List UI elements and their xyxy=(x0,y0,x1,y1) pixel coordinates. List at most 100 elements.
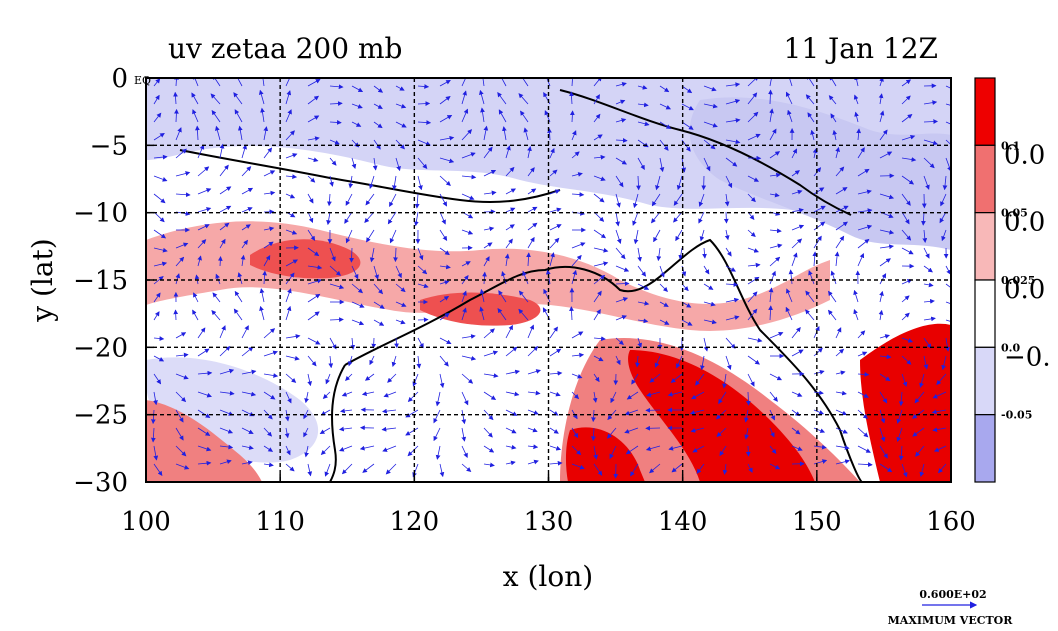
wind-vector xyxy=(919,373,925,388)
wind-vector xyxy=(879,354,892,360)
wind-vector xyxy=(615,355,621,366)
wind-vector xyxy=(307,373,312,387)
wind-vector xyxy=(681,283,689,292)
wind-vector xyxy=(725,265,736,272)
wind-vector xyxy=(483,226,495,232)
wind-vector xyxy=(835,221,848,231)
wind-vector xyxy=(879,129,888,141)
wind-vector xyxy=(769,270,776,285)
wind-vector xyxy=(649,373,661,383)
colorbar-side-label: 0.0 xyxy=(1004,140,1045,170)
wind-vector xyxy=(923,100,938,106)
wind-vector-field xyxy=(150,78,951,479)
wind-vector xyxy=(505,409,518,416)
wind-vector xyxy=(725,118,741,123)
wind-vector xyxy=(193,292,199,303)
wind-vector xyxy=(945,265,951,275)
wind-vector xyxy=(857,427,869,438)
colorbar-level-label: 0.1 xyxy=(1001,139,1020,152)
y-axis-label: y (lat) xyxy=(26,238,59,322)
wind-vector xyxy=(549,224,562,231)
wind-vector xyxy=(365,193,375,206)
wind-vector xyxy=(348,175,354,189)
wind-vector xyxy=(526,252,531,267)
wind-vector xyxy=(241,346,254,357)
wind-vector xyxy=(722,373,727,389)
wind-vector xyxy=(703,139,716,150)
wind-vector xyxy=(571,151,580,159)
wind-vector xyxy=(879,229,895,235)
wind-vector xyxy=(625,445,639,455)
wind-vector xyxy=(417,337,424,349)
wind-vector xyxy=(518,290,529,303)
wind-vector xyxy=(942,175,948,191)
wind-vector xyxy=(211,109,221,123)
wind-vector xyxy=(339,445,353,452)
wind-vector xyxy=(571,269,578,285)
wind-vector xyxy=(901,355,912,365)
wind-vector xyxy=(678,247,684,260)
wind-vector xyxy=(505,224,515,231)
wind-vector xyxy=(417,247,424,261)
wind-vector xyxy=(857,462,873,467)
wind-vector xyxy=(857,147,865,159)
wind-vector xyxy=(676,175,683,191)
wind-vector xyxy=(901,295,910,303)
wind-vector xyxy=(791,148,797,159)
wind-vector xyxy=(381,426,397,432)
wind-vector xyxy=(461,152,476,159)
wind-vector xyxy=(527,167,535,177)
wind-vector xyxy=(527,369,541,375)
wind-vector xyxy=(150,427,156,443)
wind-vector xyxy=(527,346,539,357)
wind-vector xyxy=(673,211,683,223)
wind-vector xyxy=(879,427,886,442)
wind-vector xyxy=(931,409,947,415)
wind-vector xyxy=(716,427,727,437)
wind-vector xyxy=(395,157,401,172)
wind-vector xyxy=(593,134,603,141)
wind-vector xyxy=(592,391,598,403)
wind-vector xyxy=(936,373,947,386)
wind-vector xyxy=(527,236,535,249)
y-tick-label: 0 xyxy=(111,64,128,94)
wind-vector xyxy=(901,95,911,105)
wind-vector xyxy=(153,355,165,362)
wind-vector xyxy=(373,139,381,150)
wind-vector xyxy=(482,78,485,87)
wind-vector xyxy=(791,170,800,177)
wind-vector xyxy=(896,409,903,424)
wind-vector xyxy=(505,238,513,249)
wind-vector xyxy=(901,337,914,343)
wind-vector xyxy=(747,92,758,105)
wind-vector xyxy=(307,136,320,142)
wind-vector xyxy=(747,193,756,203)
wind-vector xyxy=(439,175,451,186)
wind-vector xyxy=(285,130,295,141)
wind-vector xyxy=(637,121,650,127)
positive-vorticity-region-west xyxy=(146,400,262,482)
wind-vector xyxy=(692,445,705,453)
wind-vector xyxy=(263,462,274,468)
wind-vector xyxy=(571,172,583,177)
wind-vector xyxy=(615,315,627,321)
wind-vector xyxy=(854,111,859,123)
wind-vector xyxy=(344,211,353,224)
wind-vector xyxy=(192,309,199,321)
wind-vector xyxy=(901,134,916,141)
wind-vector xyxy=(329,157,337,166)
wind-vector xyxy=(518,93,529,105)
wind-vector xyxy=(345,193,353,206)
wind-vector xyxy=(461,129,473,141)
wind-vector xyxy=(626,391,639,400)
wind-vector xyxy=(703,85,717,92)
wind-vector xyxy=(807,112,815,123)
wind-vector xyxy=(153,247,168,253)
chart-date: 11 Jan 12Z xyxy=(784,32,938,65)
wind-vector xyxy=(549,237,560,249)
wind-vector xyxy=(175,409,184,423)
wind-vector xyxy=(813,187,825,195)
wind-vector xyxy=(341,391,353,397)
wind-vector xyxy=(150,409,156,425)
